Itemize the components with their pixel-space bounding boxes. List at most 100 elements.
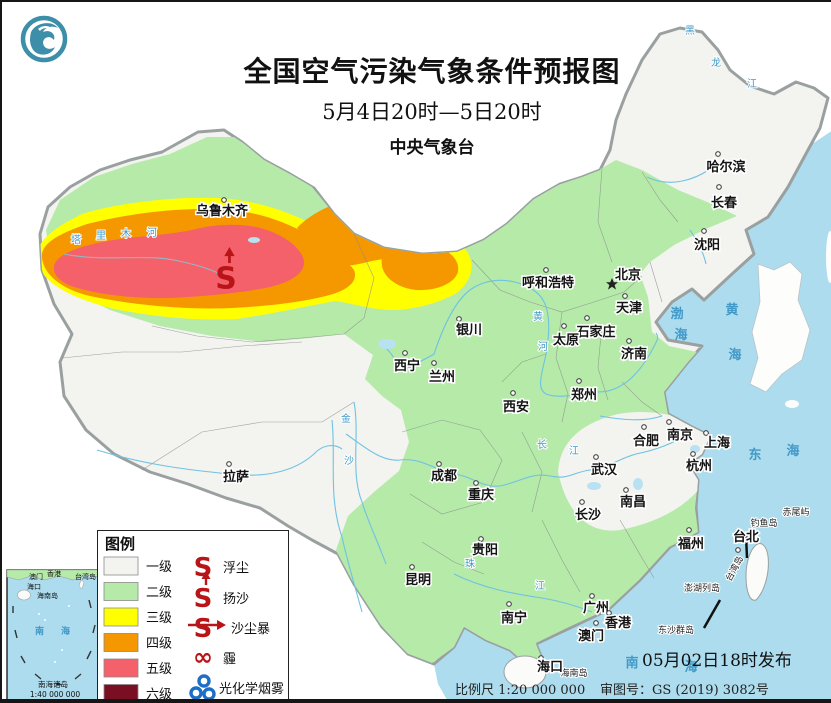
- sea-label: 东: [748, 447, 761, 463]
- sea-label: 海: [786, 443, 799, 459]
- boundary-tick-bashi: [702, 599, 722, 629]
- city-label: 长春: [711, 195, 738, 211]
- legend-swatch-level-5: [103, 658, 139, 678]
- sea-label: 海: [728, 347, 741, 363]
- tai-lake: [690, 445, 700, 453]
- river-label: 长: [537, 439, 547, 451]
- dongting-lake: [587, 482, 601, 490]
- inset-label: 台湾岛: [75, 572, 96, 581]
- city-label: 沈阳: [694, 237, 720, 253]
- city-marker: [735, 547, 741, 553]
- legend-swatch-level-6: [103, 684, 139, 699]
- city-marker: [690, 451, 696, 457]
- city-marker: [506, 601, 512, 607]
- legend-level-label: 五级: [146, 662, 172, 677]
- symbol-yangsha-icon: S: [215, 246, 237, 296]
- city-label: 广州: [583, 600, 609, 616]
- city-marker: [510, 390, 516, 396]
- river-label: 江: [747, 78, 757, 90]
- svg-text:S: S: [194, 614, 213, 644]
- legend-symbol-label: 浮尘: [223, 561, 249, 576]
- city-label: 重庆: [468, 487, 494, 503]
- river-label: 沙: [344, 455, 354, 467]
- city-label: 长沙: [575, 507, 601, 523]
- river-label: 江: [535, 580, 545, 592]
- city-marker: [538, 655, 544, 661]
- city-label: 南宁: [501, 610, 527, 626]
- inset-scale: 1:40 000 000: [30, 690, 80, 699]
- city-label: 郑州: [571, 387, 597, 403]
- island-label: 东沙群岛: [658, 624, 694, 636]
- province-boundaries: [61, 167, 679, 593]
- river-labels: 塔里木河黄河长江珠江黑龙江金沙: [70, 24, 758, 593]
- city-label: 澳门: [578, 628, 604, 644]
- city-label: 济南: [621, 346, 647, 362]
- city-marker: [626, 338, 632, 344]
- korea-peninsula: [749, 261, 811, 393]
- svg-text:S: S: [215, 261, 237, 296]
- sea-area: [434, 131, 831, 699]
- city-marker: [589, 593, 595, 599]
- city-label: 台北: [733, 529, 759, 545]
- city-marker: [226, 461, 232, 467]
- river-label: 木: [121, 228, 131, 240]
- city-marker: [686, 527, 692, 533]
- inset-label: 海南岛: [37, 591, 58, 600]
- island-label: 钓鱼岛: [750, 517, 777, 529]
- city-label: 兰州: [429, 369, 455, 385]
- city-label: 南昌: [620, 494, 646, 510]
- city-marker: [666, 419, 672, 425]
- city-marker: [436, 461, 442, 467]
- title-block: 全国空气污染气象条件预报图 5月4日20时—5日20时 中央气象台: [207, 50, 657, 158]
- river-label: 江: [569, 445, 579, 457]
- city-label: 北京: [615, 267, 641, 283]
- city-label: 武汉: [591, 462, 618, 478]
- boundary-tick-east: [744, 534, 749, 559]
- city-marker: [409, 564, 415, 570]
- city-label: 西安: [503, 399, 529, 415]
- legend-symbol-label: 扬沙: [223, 592, 249, 607]
- city-marker: [593, 620, 599, 626]
- inset-label: 海口: [27, 582, 41, 591]
- svg-text:S: S: [194, 584, 213, 614]
- city-marker: [703, 430, 709, 436]
- river-label: 黄: [533, 310, 543, 323]
- river-label: 河: [147, 227, 157, 239]
- city-marker: [593, 454, 599, 460]
- city-label: 呼和浩特: [522, 275, 574, 291]
- forecast-period: 5月4日20时—5日20时: [322, 100, 542, 124]
- inset-sea-label: 南: [35, 625, 44, 637]
- river-label: 金: [341, 412, 351, 425]
- legend-level-label: 一级: [146, 560, 172, 575]
- sea-label: 南: [625, 655, 638, 671]
- city-label: 福州: [677, 536, 704, 552]
- city-label: 昆明: [405, 572, 431, 588]
- island-label: 海南岛: [560, 667, 587, 679]
- city-marker: [579, 499, 585, 505]
- inset-caption: 南海诸岛: [38, 679, 68, 689]
- map-dust-symbols: S: [215, 246, 237, 296]
- zone-level4-east-blob: [381, 242, 459, 291]
- symbol-yangsha-icon: S: [194, 571, 213, 614]
- legend-level-label: 六级: [146, 688, 172, 703]
- river-label: 黑: [685, 25, 695, 37]
- city-marker: [576, 378, 582, 384]
- taiwan-island: [745, 543, 769, 601]
- cma-logo: [20, 15, 68, 63]
- city-marker: [715, 151, 721, 157]
- river-label: 珠: [465, 557, 475, 570]
- capital-star-marker: [606, 278, 618, 290]
- svg-text:∞: ∞: [193, 643, 213, 671]
- city-marker: [623, 487, 629, 493]
- city-label: 合肥: [633, 433, 659, 449]
- city-label: 石家庄: [575, 324, 615, 340]
- city-label: 成都: [431, 468, 457, 484]
- bosten-lake: [248, 237, 260, 243]
- rivers: [63, 163, 745, 613]
- island-label: 赤尾屿: [782, 507, 809, 518]
- legend-swatch-level-4: [103, 633, 139, 652]
- inset-sea-label: 海: [61, 625, 70, 637]
- sea-label: 海: [684, 659, 697, 675]
